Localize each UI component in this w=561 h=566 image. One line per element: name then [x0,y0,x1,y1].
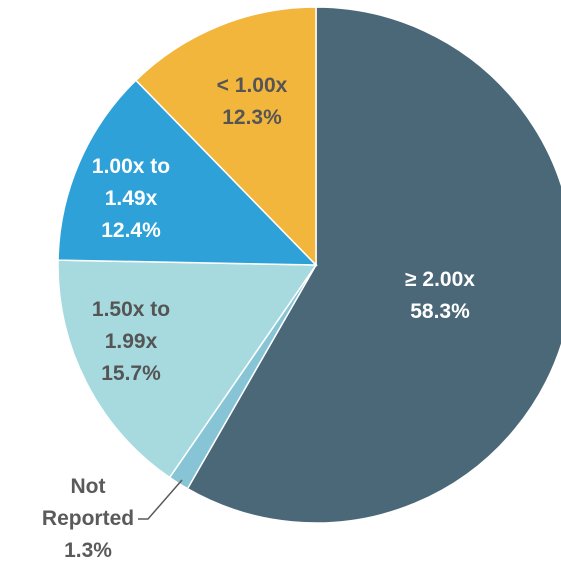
label-line: 1.49x [105,187,158,210]
value-label: 12.4% [101,219,161,242]
value-label: 15.7% [101,362,161,385]
label-line: Reported [42,507,134,530]
slice-label: ≥ 2.00x 58.3% [405,268,475,323]
value-label: 1.3% [64,539,112,561]
value-label: 58.3% [410,300,470,323]
pie-slice [57,259,318,479]
slice-label: Not Reported 1.3% [42,475,134,561]
label-line: 1.99x [105,330,158,353]
pie-slice [134,6,317,267]
label-line: < 1.00x [217,74,288,97]
slice-label: 1.00x to 1.49x 12.4% [92,155,170,242]
label-line: Not [71,475,106,498]
label-line: 1.50x to [92,298,170,321]
slice-label: 1.50x to 1.99x 15.7% [92,298,170,385]
slice-label: < 1.00x 12.3% [217,74,288,129]
leader-line [138,479,183,520]
pie-slice [57,79,318,266]
label-line: 1.00x to [92,155,170,178]
value-label: 12.3% [222,106,282,129]
label-line: ≥ 2.00x [405,268,475,291]
pie-slice [186,6,561,524]
